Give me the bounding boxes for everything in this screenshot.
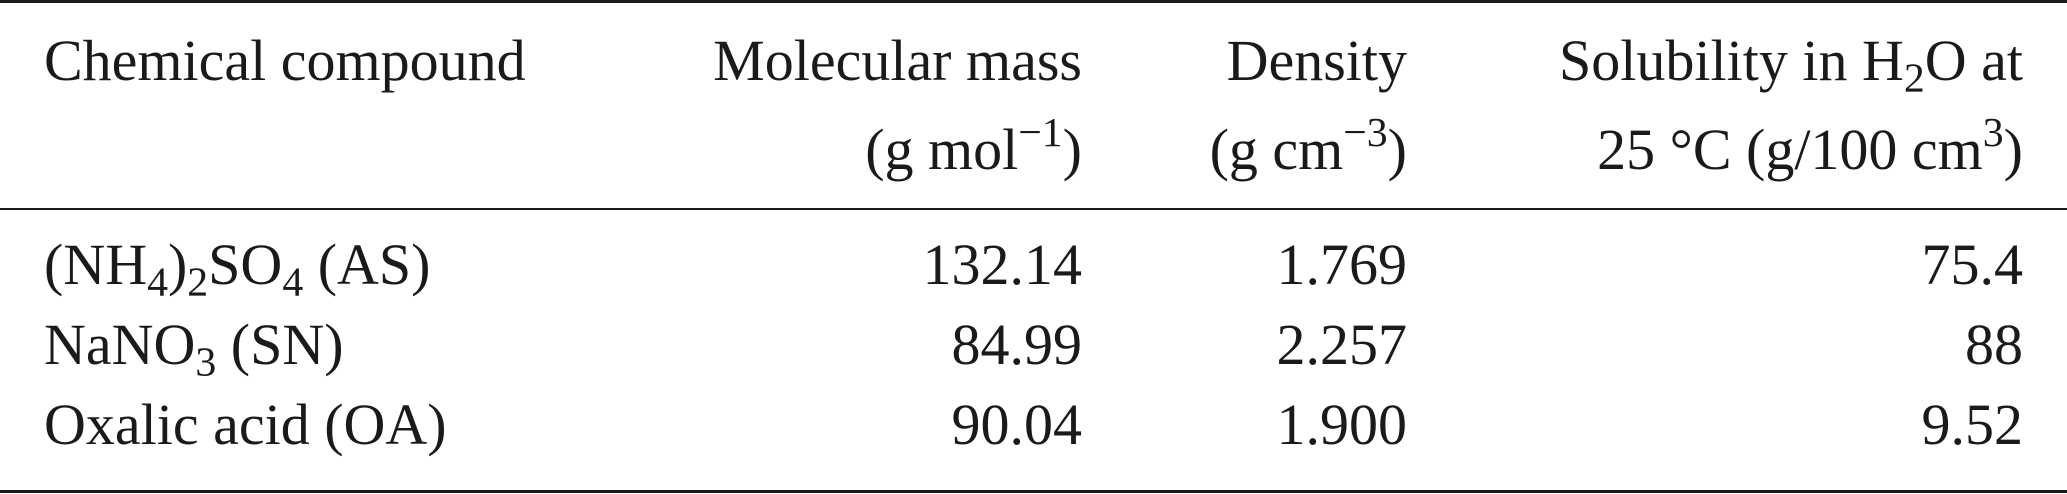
row-1-compound: (NH4)2SO4 (AS) xyxy=(44,230,431,304)
table-header-rule xyxy=(0,208,2067,210)
solubility-line2-prefix: 25 °C (g/100 cm xyxy=(1597,117,1983,182)
row-2-solubility: 88 xyxy=(1965,312,2023,377)
solubility-line2-exponent: 3 xyxy=(1982,110,2004,157)
header-density-unit: (g cm−3) xyxy=(1209,112,1407,185)
header-molecular-mass-unit: (g mol−1) xyxy=(865,112,1082,185)
table-top-rule xyxy=(0,0,2067,3)
header-molecular-mass: Molecular mass xyxy=(713,28,1082,93)
row-2-compound: NaNO3 (SN) xyxy=(44,310,344,384)
header-solubility-unit: 25 °C (g/100 cm3) xyxy=(1597,112,2023,185)
row-2-molecular-mass: 84.99 xyxy=(951,312,1083,377)
compound-subscript: 2 xyxy=(187,259,209,306)
compound-part: ) xyxy=(167,232,188,297)
row-1-molecular-mass: 132.14 xyxy=(922,232,1083,297)
compound-subscript: 3 xyxy=(195,339,217,386)
compound-part: (NH xyxy=(44,232,148,297)
header-density: Density xyxy=(1226,28,1407,93)
compound-part: (AS) xyxy=(303,232,431,297)
density-unit-prefix: (g cm xyxy=(1209,117,1344,182)
row-3-compound: Oxalic acid (OA) xyxy=(44,392,447,457)
row-2-density: 2.257 xyxy=(1276,312,1408,377)
compound-part: NaNO xyxy=(44,312,196,377)
molecular-mass-unit-suffix: ) xyxy=(1062,117,1082,182)
solubility-line1-suffix: O at xyxy=(1924,28,2023,93)
table-bottom-rule xyxy=(0,490,2067,493)
molecular-mass-unit-prefix: (g mol xyxy=(865,117,1019,182)
solubility-line2-suffix: ) xyxy=(2003,117,2023,182)
compound-part: SO xyxy=(208,232,283,297)
row-1-solubility: 75.4 xyxy=(1921,232,2024,297)
solubility-line1-prefix: Solubility in H xyxy=(1559,28,1904,93)
solubility-line1-subscript: 2 xyxy=(1903,55,1925,102)
row-3-solubility: 9.52 xyxy=(1921,392,2024,457)
compound-subscript: 4 xyxy=(282,259,304,306)
density-unit-exponent: −3 xyxy=(1343,110,1388,157)
density-unit-suffix: ) xyxy=(1387,117,1407,182)
header-chemical-compound: Chemical compound xyxy=(44,28,526,93)
row-3-molecular-mass: 90.04 xyxy=(951,392,1083,457)
row-1-density: 1.769 xyxy=(1276,232,1408,297)
compound-part: (SN) xyxy=(216,312,344,377)
molecular-mass-unit-exponent: −1 xyxy=(1018,110,1063,157)
header-solubility: Solubility in H2O at xyxy=(1559,26,2023,100)
compound-subscript: 4 xyxy=(147,259,168,306)
row-3-density: 1.900 xyxy=(1276,392,1408,457)
